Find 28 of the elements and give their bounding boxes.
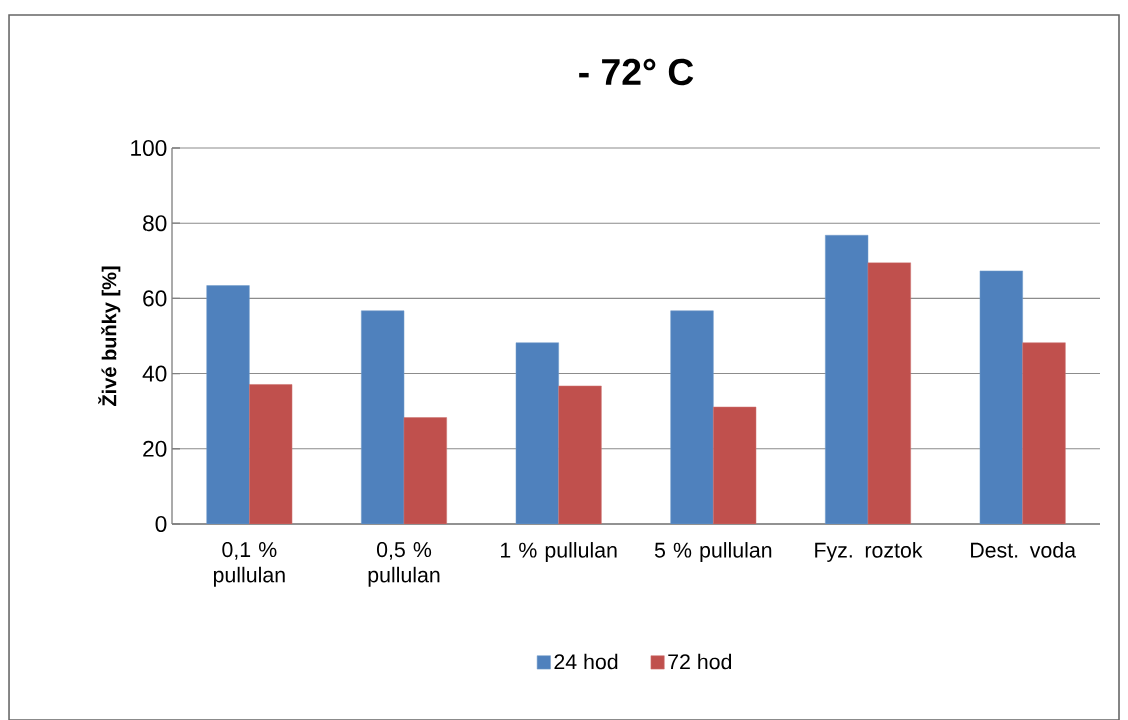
y-tick-label: 40 — [142, 365, 167, 382]
x-tick-label: Dest. voda — [971, 542, 1076, 558]
x-tick-label: 5 % pullulan — [654, 542, 772, 562]
y-tick-label: 80 — [143, 215, 167, 232]
bar — [825, 234, 869, 524]
bar — [558, 385, 602, 524]
legend-label: 24 hod — [554, 653, 618, 670]
y-tick-label: 60 — [143, 290, 167, 307]
bar — [361, 310, 405, 524]
bar — [867, 262, 911, 524]
bar — [515, 342, 559, 524]
bar — [206, 285, 250, 524]
legend-label: 72 hod — [668, 653, 732, 670]
x-tick-label: 1 % pullulan — [501, 542, 617, 562]
bar — [1022, 342, 1066, 524]
x-tick-label: 0,5 % pullulan — [368, 542, 440, 587]
bar — [249, 384, 293, 524]
bar — [979, 270, 1023, 524]
bar — [713, 406, 757, 524]
chart-title: - 72° C — [579, 58, 694, 86]
y-tick-label: 100 — [131, 139, 167, 157]
x-tick-label: 0,1 % pullulan — [213, 542, 285, 587]
y-axis-title: Živé buňky [%] — [98, 266, 121, 406]
bar — [670, 310, 714, 524]
y-tick-label: 20 — [143, 440, 167, 457]
bar — [403, 417, 447, 524]
y-tick-label: 0 — [155, 515, 167, 533]
x-tick-label: Fyz. roztok — [815, 542, 923, 562]
